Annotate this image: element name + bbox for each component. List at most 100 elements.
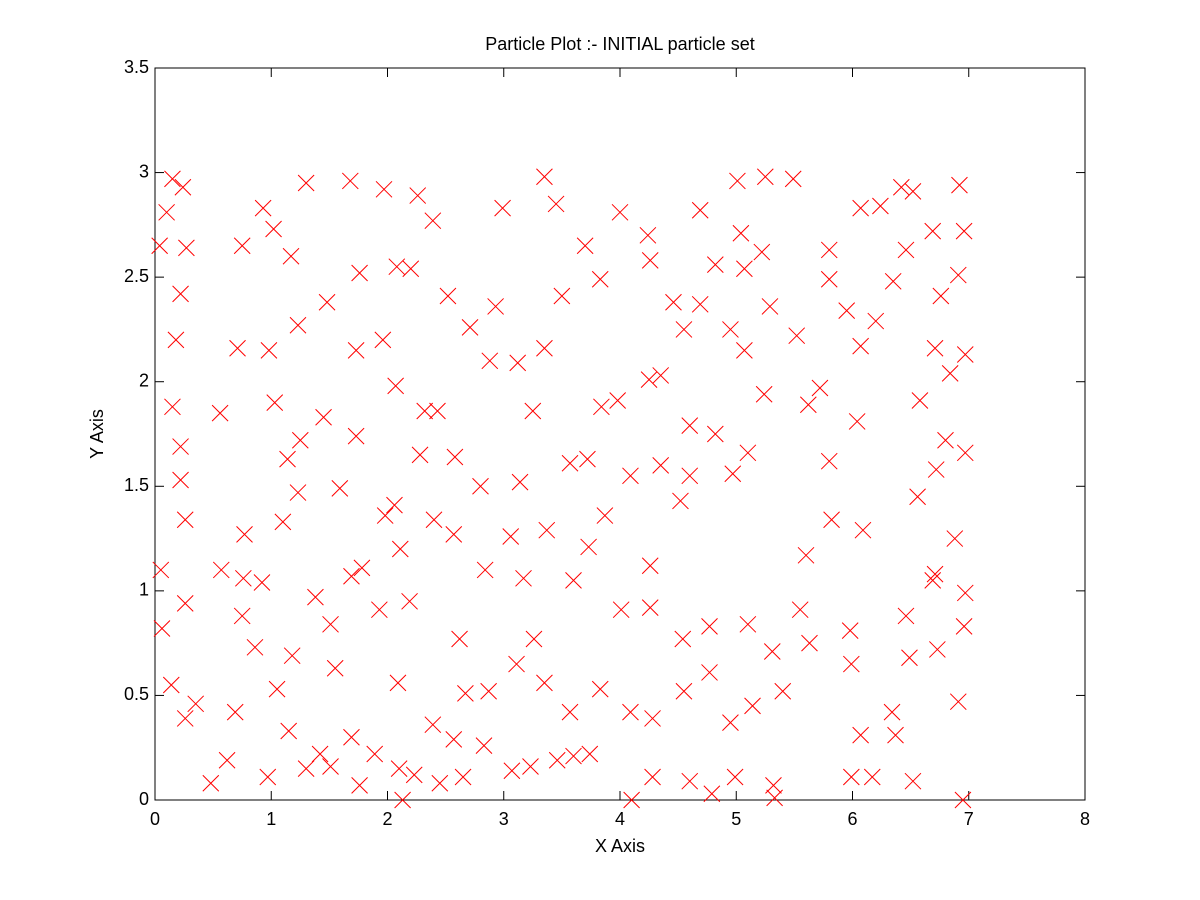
particle-marker: [622, 703, 639, 721]
particle-marker: [176, 511, 194, 529]
particle-marker: [736, 260, 753, 278]
particle-marker: [681, 467, 699, 485]
particle-marker: [178, 239, 195, 257]
particle-marker: [675, 682, 693, 700]
particle-marker: [374, 331, 392, 349]
particle-marker: [897, 607, 915, 625]
x-tick-label: 6: [847, 809, 857, 829]
particle-marker: [820, 270, 838, 288]
particle-marker: [233, 607, 251, 625]
x-tick-label: 0: [150, 809, 160, 829]
particle-marker: [164, 398, 181, 416]
particle-marker: [476, 561, 494, 579]
particle-marker: [644, 710, 661, 727]
particle-marker: [351, 264, 368, 282]
y-axis-label: Y Axis: [87, 409, 107, 459]
particle-marker: [439, 287, 457, 305]
particle-marker: [331, 480, 349, 497]
particle-marker: [611, 203, 629, 221]
particle-marker: [842, 655, 860, 673]
particle-marker: [753, 243, 771, 261]
particle-marker: [820, 452, 838, 470]
particle-marker: [765, 777, 782, 794]
particle-marker: [946, 530, 964, 547]
particle-marker: [538, 521, 556, 539]
particle-marker: [675, 321, 693, 338]
particle-marker: [318, 293, 336, 311]
particle-marker: [596, 507, 614, 524]
particle-marker: [283, 647, 301, 665]
particle-marker: [784, 170, 802, 188]
particle-marker: [766, 789, 783, 807]
particle-marker: [691, 295, 709, 313]
particle-marker: [389, 674, 407, 692]
particle-marker: [561, 454, 579, 472]
particle-marker: [823, 511, 840, 529]
particle-marker: [644, 768, 661, 786]
x-tick-label: 5: [731, 809, 741, 829]
x-tick-label: 1: [266, 809, 276, 829]
particle-marker: [955, 618, 973, 635]
particle-marker: [461, 318, 479, 336]
particle-marker: [732, 224, 750, 242]
particle-marker: [897, 241, 915, 259]
particle-marker: [266, 394, 284, 411]
y-tick-label: 0.5: [124, 684, 149, 704]
particle-marker: [927, 461, 945, 478]
particle-marker: [291, 431, 309, 449]
particle-marker: [353, 559, 371, 577]
particle-marker: [502, 528, 520, 545]
particle-marker: [867, 312, 885, 330]
particle-marker: [761, 298, 779, 315]
particle-marker: [854, 521, 872, 539]
x-tick-label: 3: [499, 809, 509, 829]
particle-marker: [282, 247, 300, 265]
particle-marker: [424, 716, 442, 734]
particle-marker: [509, 354, 527, 372]
particle-marker: [811, 379, 829, 397]
particle-marker: [536, 168, 553, 186]
particle-marker: [425, 511, 443, 529]
particle-marker: [525, 630, 543, 648]
particle-marker: [640, 371, 658, 388]
particle-marker: [315, 408, 332, 426]
particle-marker: [763, 643, 781, 660]
particle-marker: [887, 726, 904, 744]
y-tick-label: 1: [139, 580, 149, 600]
particle-marker: [926, 339, 944, 357]
particle-marker: [445, 730, 463, 748]
particle-marker: [701, 618, 718, 635]
y-tick-label: 2: [139, 370, 149, 390]
particle-marker: [289, 316, 307, 334]
particle-marker: [480, 682, 497, 700]
y-tick-label: 2.5: [124, 266, 149, 286]
particle-marker: [883, 703, 901, 721]
particle-marker: [623, 791, 640, 809]
particle-marker: [652, 367, 670, 384]
particle-marker: [722, 714, 739, 731]
particle-marker: [260, 341, 278, 359]
particle-marker: [672, 492, 689, 510]
y-tick-label: 0: [139, 789, 149, 809]
particle-marker: [246, 638, 264, 656]
particle-marker: [565, 747, 582, 765]
x-tick-label: 4: [615, 809, 625, 829]
particle-marker: [536, 674, 553, 692]
particle-marker: [736, 341, 753, 359]
particle-marker: [494, 199, 511, 217]
particle-marker: [956, 444, 974, 462]
particle-marker: [949, 693, 967, 711]
particle-marker: [233, 237, 251, 255]
y-tick-label: 3: [139, 161, 149, 181]
particle-marker: [265, 220, 282, 238]
particle-marker: [218, 751, 236, 769]
particle-marker: [515, 569, 532, 587]
particle-marker: [472, 477, 489, 495]
particle-marker: [724, 465, 742, 483]
particle-marker: [212, 561, 230, 579]
particle-marker: [842, 768, 860, 786]
particle-marker: [926, 565, 944, 583]
particle-marker: [158, 203, 175, 221]
particle-marker: [487, 298, 504, 315]
particle-marker: [755, 385, 773, 403]
